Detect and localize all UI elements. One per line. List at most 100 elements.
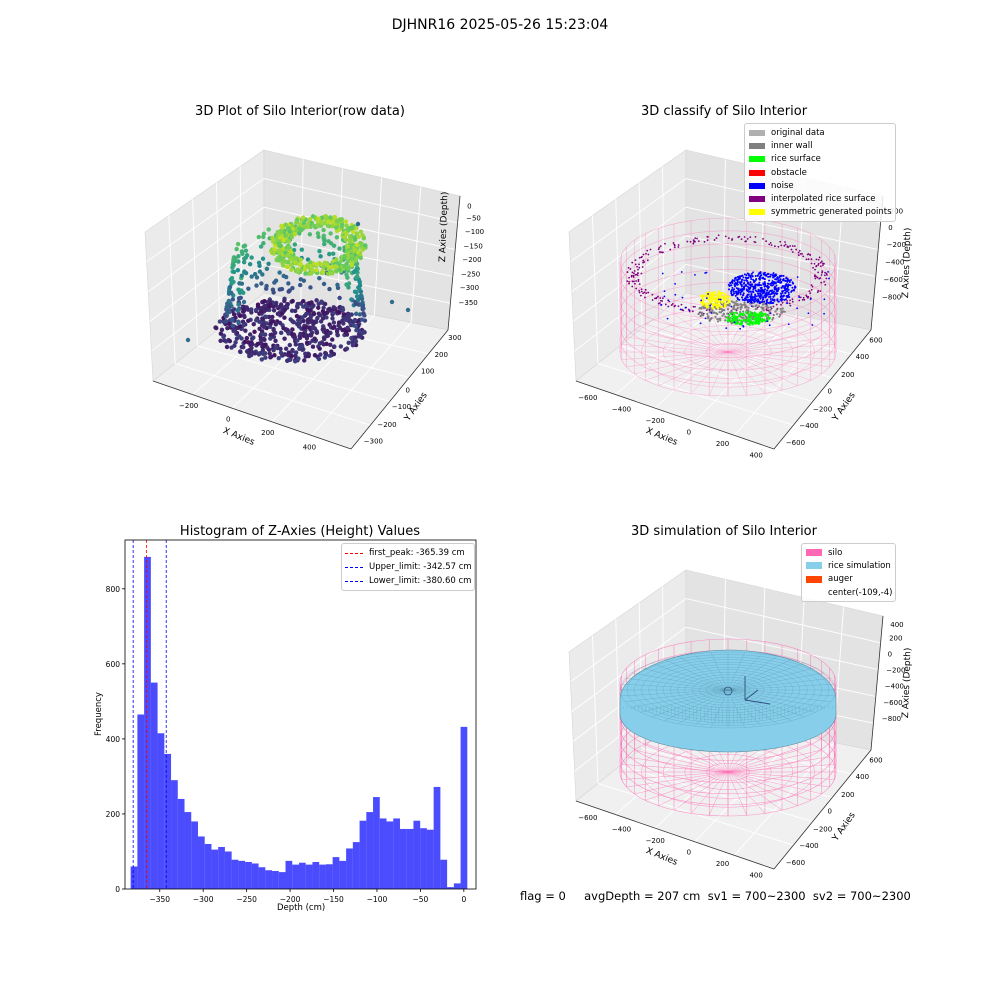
raw-point xyxy=(275,319,280,324)
raw-point xyxy=(311,311,317,317)
interpolated-point xyxy=(708,309,711,311)
silo-spoke xyxy=(727,313,783,353)
noise-point xyxy=(770,289,773,292)
silo-spoke xyxy=(727,771,835,780)
raw-point xyxy=(239,275,244,281)
panel-title-raw-data: 3D Plot of Silo Interior(row data) xyxy=(195,104,405,119)
y-axis-label-raw: Y Axies xyxy=(402,390,430,424)
raw-point xyxy=(312,337,317,343)
histogram-bar xyxy=(312,861,320,889)
rice-mesh-spoke xyxy=(727,689,816,713)
raw-point xyxy=(338,268,344,274)
raw-point xyxy=(353,255,358,260)
inner-wall-point xyxy=(760,318,763,322)
inner-wall-point xyxy=(780,310,783,313)
interpolated-point xyxy=(722,309,725,312)
raw-point xyxy=(343,347,348,352)
legend-label: rice simulation xyxy=(828,560,891,571)
raw-point xyxy=(287,254,292,260)
legend-histogram: first_peak: -365.39 cm Upper_limit: -342.… xyxy=(341,543,475,591)
noise-point xyxy=(741,278,744,281)
raw-point xyxy=(288,221,293,227)
raw-point xyxy=(297,231,302,236)
raw-point xyxy=(341,314,346,320)
raw-point xyxy=(243,248,249,253)
noise-point xyxy=(756,301,759,303)
raw-point xyxy=(275,233,281,239)
raw-point xyxy=(281,252,286,257)
interpolated-point xyxy=(825,277,828,280)
noise-point xyxy=(746,301,749,304)
symmetric-point xyxy=(717,306,720,310)
rice-surface-point xyxy=(733,320,736,323)
noise-point xyxy=(737,290,740,293)
noise-point xyxy=(809,298,812,300)
raw-point xyxy=(230,262,236,267)
rice-mesh-spoke xyxy=(727,659,792,691)
raw-point xyxy=(346,245,351,250)
raw-point xyxy=(290,319,295,324)
y-tick-label: 0 xyxy=(828,808,832,816)
rice-surface-point xyxy=(741,313,744,316)
raw-point xyxy=(320,270,326,275)
raw-point xyxy=(345,275,350,280)
inner-wall-point xyxy=(740,316,744,319)
symmetric-point xyxy=(721,301,724,304)
rice-surface-point xyxy=(754,317,757,320)
inner-wall-point xyxy=(735,304,738,307)
interpolated-point xyxy=(768,243,771,246)
inner-wall-point xyxy=(719,319,722,322)
raw-point xyxy=(285,329,291,335)
noise-point xyxy=(772,272,775,275)
interpolated-point xyxy=(816,291,819,294)
raw-point xyxy=(349,322,354,328)
inner-wall-point xyxy=(731,319,734,322)
noise-point xyxy=(746,289,749,292)
noise-point xyxy=(730,288,733,291)
raw-point xyxy=(321,235,326,241)
raw-point xyxy=(234,246,239,252)
raw-point xyxy=(307,262,313,267)
raw-point xyxy=(271,334,277,340)
raw-point xyxy=(308,319,313,324)
raw-point xyxy=(344,247,350,253)
inner-wall-point xyxy=(779,308,782,311)
rice-surface-point xyxy=(735,321,738,325)
raw-point xyxy=(259,311,264,316)
raw-point xyxy=(255,304,261,309)
symmetric-point xyxy=(706,297,709,300)
noise-point xyxy=(762,289,765,292)
raw-point xyxy=(344,282,349,287)
raw-point xyxy=(306,353,311,359)
histogram-bar xyxy=(258,867,266,889)
legend-simulation: silo rice simulation auger center(-109,-4) xyxy=(801,543,896,603)
noise-point xyxy=(773,275,776,278)
raw-point xyxy=(260,316,265,321)
raw-point xyxy=(361,236,367,241)
symmetric-point xyxy=(711,298,714,301)
raw-point xyxy=(310,344,316,349)
rice-surface-point xyxy=(761,315,764,318)
interpolated-point xyxy=(781,307,784,310)
raw-point xyxy=(349,263,355,268)
inner-wall-point xyxy=(700,312,703,315)
raw-point xyxy=(334,219,339,224)
raw-point xyxy=(292,229,297,235)
raw-point xyxy=(291,253,296,259)
raw-point xyxy=(349,222,355,228)
raw-point xyxy=(286,228,292,233)
silo-spoke xyxy=(690,730,729,773)
noise-point xyxy=(775,293,778,296)
noise-point xyxy=(764,295,767,298)
raw-point xyxy=(280,323,285,328)
raw-point xyxy=(308,308,313,313)
raw-point xyxy=(302,323,307,329)
interpolated-point xyxy=(807,258,810,261)
raw-point xyxy=(322,301,328,307)
z-tick-label: −100 xyxy=(465,228,484,236)
raw-point xyxy=(224,304,229,310)
raw-point xyxy=(291,227,297,232)
inner-wall-point xyxy=(726,320,730,323)
raw-point xyxy=(318,262,323,267)
legend-swatch xyxy=(749,196,765,203)
